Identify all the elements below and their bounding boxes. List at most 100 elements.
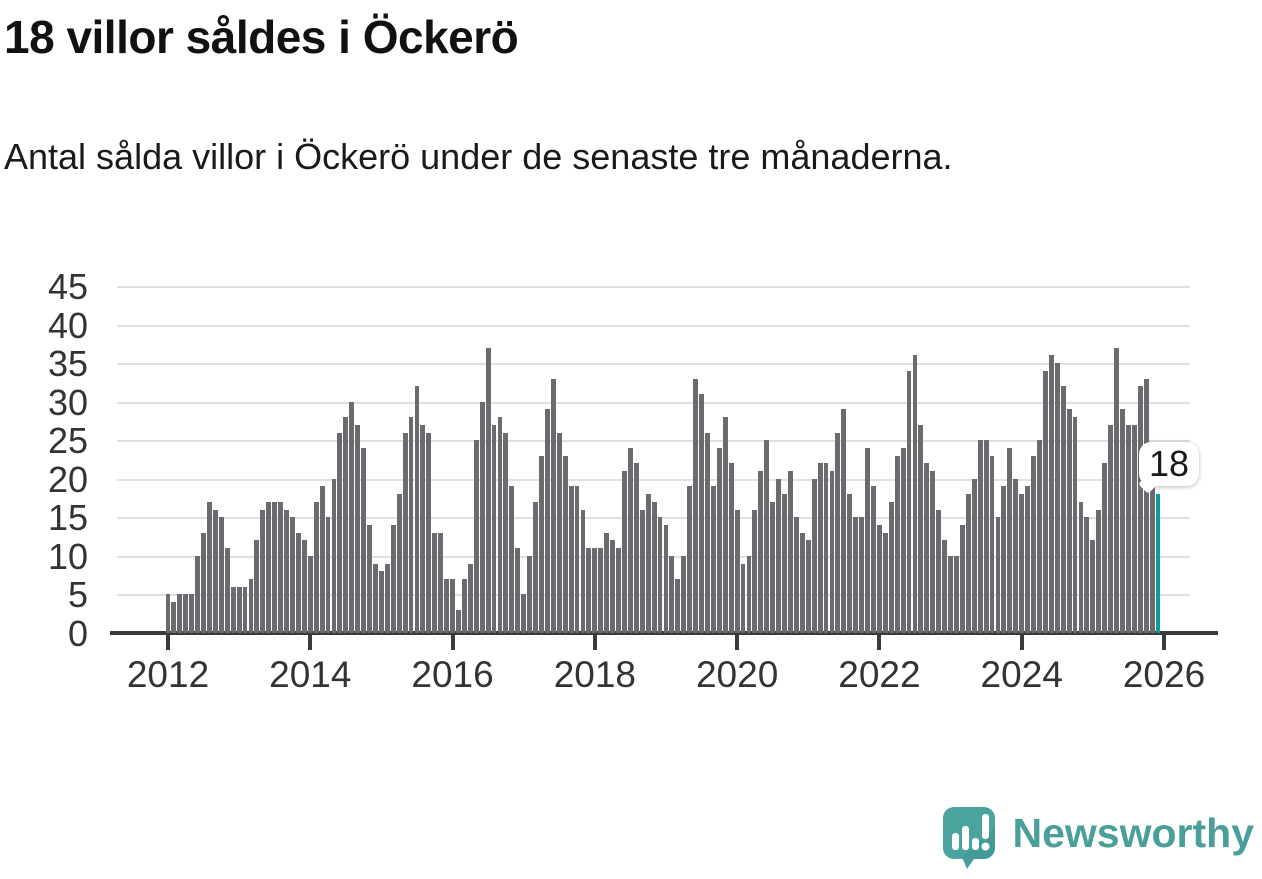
bar bbox=[604, 532, 610, 633]
bar bbox=[1078, 501, 1084, 633]
bar bbox=[230, 586, 236, 633]
bar bbox=[740, 563, 746, 633]
bar bbox=[639, 509, 645, 633]
bar bbox=[965, 494, 971, 633]
bar bbox=[272, 501, 278, 633]
bar bbox=[260, 509, 266, 633]
bar bbox=[242, 586, 248, 633]
bar bbox=[882, 532, 888, 633]
bar bbox=[165, 594, 171, 633]
bar bbox=[1084, 517, 1090, 633]
highlighted-bar bbox=[1155, 494, 1161, 633]
bar bbox=[586, 548, 592, 633]
bar bbox=[770, 501, 776, 633]
chart-subtitle: Antal sålda villor i Öckerö under de sen… bbox=[4, 136, 953, 177]
bar bbox=[515, 548, 521, 633]
bar bbox=[384, 563, 390, 633]
bar bbox=[456, 609, 461, 633]
x-tick-label: 2024 bbox=[980, 654, 1063, 695]
bar bbox=[461, 579, 467, 633]
value-annotation-bubble: 18 bbox=[1138, 442, 1200, 494]
bar bbox=[378, 571, 384, 633]
bar bbox=[859, 517, 865, 633]
bar bbox=[936, 509, 942, 633]
bar bbox=[1137, 386, 1143, 633]
bar bbox=[805, 540, 811, 633]
y-tick-label: 45 bbox=[47, 266, 88, 307]
bar bbox=[793, 517, 799, 633]
bar bbox=[752, 509, 758, 633]
bar bbox=[1149, 471, 1155, 633]
bar bbox=[355, 424, 361, 633]
bar bbox=[307, 555, 313, 633]
bar bbox=[710, 486, 716, 633]
bar bbox=[301, 540, 307, 633]
bar bbox=[1125, 424, 1131, 633]
bar bbox=[693, 378, 699, 633]
bar bbox=[811, 478, 817, 633]
bar bbox=[420, 424, 426, 633]
bar bbox=[912, 355, 918, 633]
bar bbox=[675, 579, 681, 633]
bar bbox=[574, 486, 580, 633]
gridline bbox=[117, 324, 1190, 327]
bar bbox=[254, 540, 260, 633]
bar bbox=[444, 579, 450, 633]
bar bbox=[989, 455, 995, 633]
bar bbox=[414, 386, 420, 633]
bar bbox=[349, 401, 355, 633]
bar bbox=[722, 417, 728, 633]
bar bbox=[971, 478, 977, 633]
gridline bbox=[117, 363, 1190, 366]
bar bbox=[319, 486, 325, 633]
x-tick-label: 2018 bbox=[553, 654, 636, 695]
bar bbox=[687, 486, 693, 633]
bar bbox=[224, 548, 230, 633]
bar bbox=[402, 432, 408, 633]
bar bbox=[1114, 347, 1119, 633]
bar bbox=[835, 432, 841, 633]
bar bbox=[325, 517, 331, 633]
x-tick-label: 2022 bbox=[838, 654, 921, 695]
bar bbox=[799, 532, 805, 633]
bar bbox=[290, 517, 295, 633]
bar bbox=[1025, 486, 1031, 633]
bar bbox=[788, 471, 793, 633]
bar bbox=[1066, 409, 1072, 633]
bar bbox=[361, 447, 367, 633]
bar bbox=[1143, 378, 1149, 633]
bar bbox=[918, 424, 924, 633]
bar bbox=[776, 478, 782, 633]
bar bbox=[284, 509, 289, 633]
x-tick-label: 2026 bbox=[1122, 654, 1206, 695]
bar bbox=[539, 455, 544, 633]
bar bbox=[521, 594, 527, 633]
bar bbox=[823, 463, 829, 633]
bar bbox=[865, 447, 870, 633]
bar bbox=[550, 378, 556, 633]
y-tick-label: 5 bbox=[67, 574, 88, 616]
bar bbox=[1072, 417, 1078, 633]
bar bbox=[479, 401, 485, 633]
bar bbox=[995, 517, 1001, 633]
bar bbox=[847, 494, 853, 633]
bar bbox=[503, 432, 509, 633]
bar bbox=[699, 393, 704, 633]
x-tick-label: 2016 bbox=[411, 654, 494, 695]
bar bbox=[467, 563, 473, 633]
bar bbox=[212, 509, 218, 633]
y-tick-label: 35 bbox=[47, 343, 88, 385]
bar bbox=[1096, 509, 1102, 633]
y-tick-label: 25 bbox=[47, 420, 88, 462]
bar bbox=[716, 447, 722, 633]
gridline bbox=[117, 401, 1190, 404]
bar bbox=[373, 563, 378, 633]
bar bbox=[171, 602, 177, 633]
bar bbox=[343, 417, 349, 633]
bar bbox=[1054, 363, 1060, 633]
bar bbox=[841, 409, 847, 633]
bar bbox=[616, 548, 621, 633]
bar bbox=[758, 471, 764, 633]
bar bbox=[853, 517, 859, 633]
